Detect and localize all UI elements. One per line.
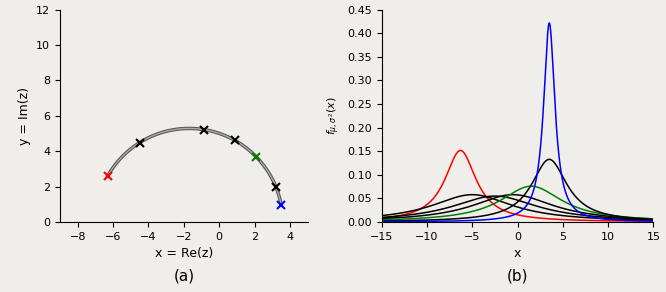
Y-axis label: $f_{\mu,\sigma^2}(x)$: $f_{\mu,\sigma^2}(x)$ [325, 97, 342, 135]
X-axis label: x: x [514, 247, 521, 260]
Y-axis label: y = Im(z): y = Im(z) [17, 87, 31, 145]
Text: (b): (b) [507, 269, 528, 284]
X-axis label: x = Re(z): x = Re(z) [155, 247, 213, 260]
Text: (a): (a) [173, 269, 194, 284]
